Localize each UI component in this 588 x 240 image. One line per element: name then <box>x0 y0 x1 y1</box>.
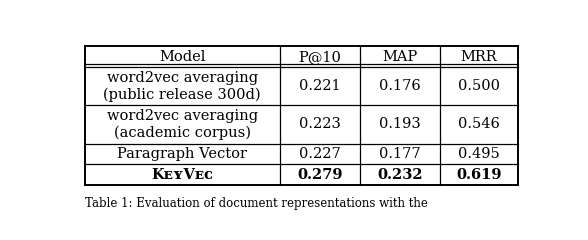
Text: 0.495: 0.495 <box>458 147 500 161</box>
Text: 0.500: 0.500 <box>458 79 500 93</box>
Text: 0.279: 0.279 <box>297 168 342 182</box>
Text: Paragraph Vector: Paragraph Vector <box>117 147 248 161</box>
Text: Table 1: Evaluation of document representations with the: Table 1: Evaluation of document represen… <box>85 197 427 210</box>
Text: MAP: MAP <box>382 50 417 64</box>
Text: 0.176: 0.176 <box>379 79 420 93</box>
Text: MRR: MRR <box>460 50 497 64</box>
Text: 0.193: 0.193 <box>379 117 420 132</box>
Text: 0.223: 0.223 <box>299 117 340 132</box>
Text: 0.177: 0.177 <box>379 147 420 161</box>
Text: word2vec averaging
(academic corpus): word2vec averaging (academic corpus) <box>107 109 258 140</box>
Text: P@10: P@10 <box>298 50 341 64</box>
Text: 0.232: 0.232 <box>377 168 423 182</box>
Text: 0.546: 0.546 <box>458 117 500 132</box>
Text: 0.221: 0.221 <box>299 79 340 93</box>
Text: word2vec averaging
(public release 300d): word2vec averaging (public release 300d) <box>103 71 261 102</box>
Text: KᴇʏVᴇᴄ: KᴇʏVᴇᴄ <box>151 168 213 182</box>
Text: Model: Model <box>159 50 205 64</box>
Text: 0.227: 0.227 <box>299 147 340 161</box>
Text: 0.619: 0.619 <box>456 168 502 182</box>
